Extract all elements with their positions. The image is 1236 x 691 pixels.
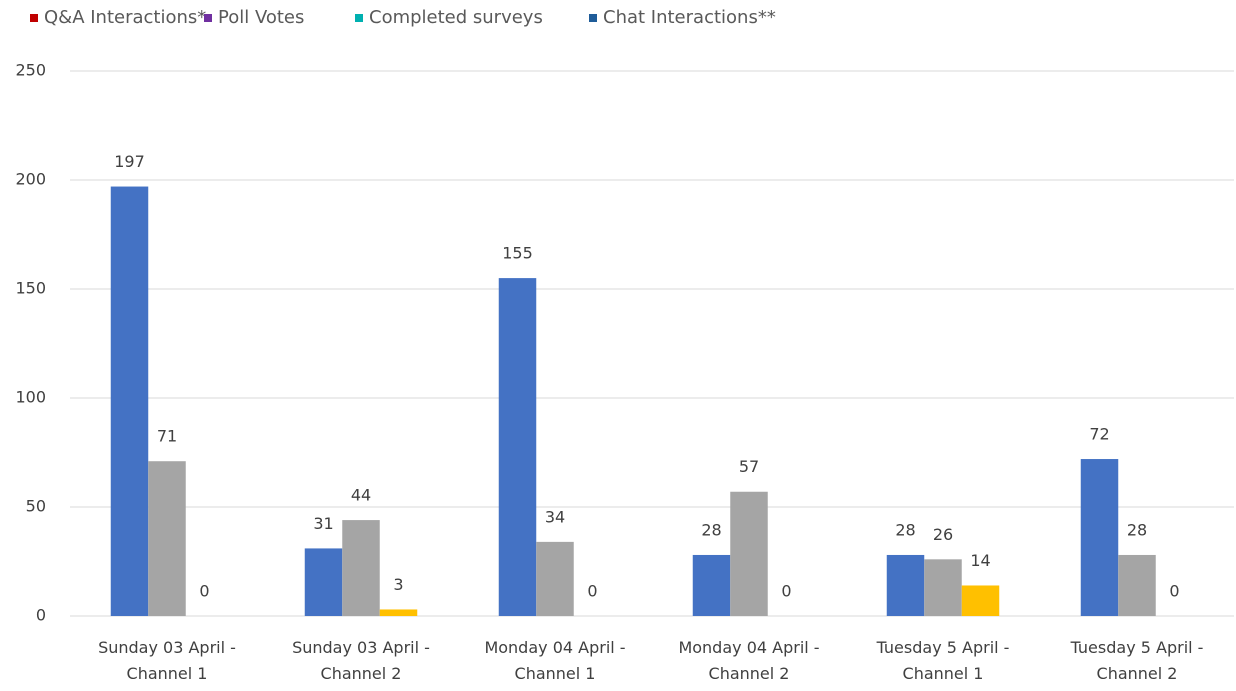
data-label: 14	[970, 551, 990, 570]
y-tick-label: 200	[15, 170, 46, 189]
data-label: 28	[701, 520, 721, 539]
legend-label: Completed surveys	[369, 7, 543, 28]
bar	[886, 554, 925, 616]
bar	[379, 609, 418, 616]
bar	[692, 554, 731, 616]
y-tick-label: 50	[26, 497, 46, 516]
legend-label: Poll Votes	[218, 7, 304, 28]
bar	[498, 278, 537, 616]
data-label: 28	[895, 520, 915, 539]
legend-label: Chat Interactions**	[603, 7, 776, 28]
legend-marker	[204, 14, 212, 22]
legend-label: Q&A Interactions*	[44, 7, 206, 28]
bar	[148, 461, 186, 616]
x-tick-label: Tuesday 5 April -Channel 2	[1070, 638, 1204, 683]
legend-marker	[30, 14, 38, 22]
bar	[110, 186, 149, 617]
bar	[342, 520, 380, 616]
data-label: 44	[351, 486, 371, 505]
bar	[730, 491, 768, 616]
y-tick-label: 0	[36, 606, 46, 625]
data-label: 0	[587, 582, 597, 601]
y-tick-label: 150	[15, 279, 46, 298]
data-label: 197	[114, 152, 145, 171]
y-tick-label: 100	[15, 388, 46, 407]
x-tick-label: Tuesday 5 April -Channel 1	[876, 638, 1010, 683]
bar	[536, 541, 574, 616]
data-label: 34	[545, 507, 565, 526]
data-label: 3	[393, 575, 403, 594]
bar	[924, 559, 962, 616]
data-label: 0	[1169, 582, 1179, 601]
x-tick-label: Monday 04 April -Channel 1	[484, 638, 625, 683]
legend-marker	[355, 14, 363, 22]
bar	[1118, 554, 1156, 616]
x-tick-label: Sunday 03 April -Channel 1	[98, 638, 236, 683]
x-tick-label: Sunday 03 April -Channel 2	[292, 638, 430, 683]
data-label: 26	[933, 525, 953, 544]
data-label: 0	[199, 582, 209, 601]
data-label: 155	[502, 244, 533, 263]
legend-marker	[589, 14, 597, 22]
data-label: 57	[739, 457, 759, 476]
y-tick-label: 250	[15, 61, 46, 80]
data-label: 0	[781, 582, 791, 601]
data-label: 31	[313, 514, 333, 533]
bar	[961, 585, 1000, 616]
bar	[1080, 459, 1119, 616]
data-label: 71	[157, 427, 177, 446]
data-label: 72	[1089, 425, 1109, 444]
data-label: 28	[1127, 520, 1147, 539]
x-tick-label: Monday 04 April -Channel 2	[678, 638, 819, 683]
bar	[304, 548, 343, 616]
